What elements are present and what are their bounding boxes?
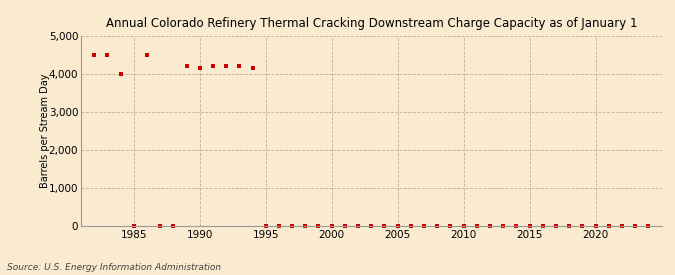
Text: Source: U.S. Energy Information Administration: Source: U.S. Energy Information Administ… bbox=[7, 263, 221, 272]
Y-axis label: Barrels per Stream Day: Barrels per Stream Day bbox=[40, 73, 49, 188]
Title: Annual Colorado Refinery Thermal Cracking Downstream Charge Capacity as of Janua: Annual Colorado Refinery Thermal Crackin… bbox=[105, 17, 637, 31]
